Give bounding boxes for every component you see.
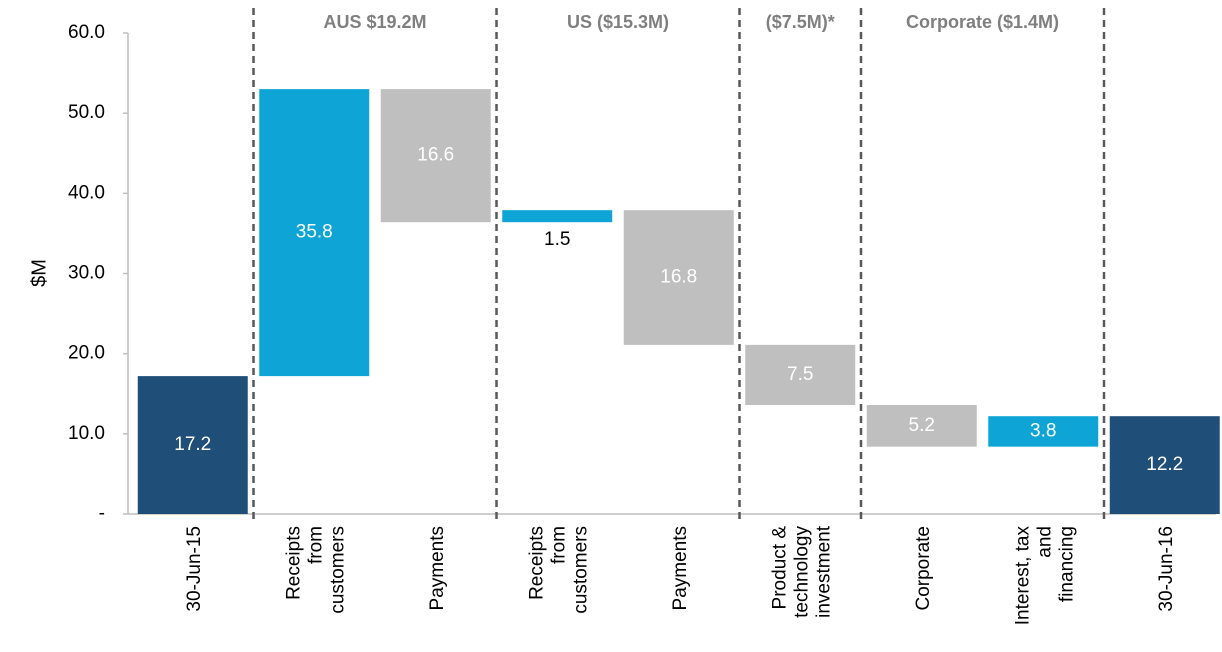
y-tick-label: 10.0 (68, 423, 105, 444)
bar (380, 89, 491, 223)
data-label: 1.5 (544, 229, 570, 250)
data-label: 5.2 (909, 415, 935, 436)
bar (745, 344, 856, 405)
data-label: 16.6 (417, 145, 454, 166)
bar (623, 210, 734, 345)
x-tick-label: Receiptsfromcustomers (283, 526, 348, 614)
bar (866, 404, 977, 447)
x-tick-label: Corporate (913, 526, 934, 611)
group-label: ($7.5M)* (766, 12, 835, 32)
data-label: 35.8 (296, 222, 333, 243)
y-tick-label: 20.0 (68, 343, 105, 364)
y-tick-label: 50.0 (68, 102, 105, 123)
x-tick-label: Interest, taxandfinancing (1012, 526, 1077, 626)
y-axis-label: $M (28, 259, 50, 287)
data-label: 3.8 (1030, 420, 1056, 441)
group-label: US ($15.3M) (567, 12, 669, 32)
bar (502, 210, 613, 223)
group-label: AUS $19.2M (323, 12, 426, 32)
x-tick-label: Product &technologyinvestment (769, 525, 834, 618)
y-tick-label: 30.0 (68, 263, 105, 284)
bar (1109, 416, 1220, 514)
x-tick-label: 30-Jun-15 (184, 526, 205, 612)
y-tick-label: - (99, 503, 105, 524)
bar (988, 416, 1099, 447)
y-tick-label: 40.0 (68, 182, 105, 203)
bar (259, 89, 370, 377)
data-label: 12.2 (1146, 454, 1183, 475)
data-label: 16.8 (660, 267, 697, 288)
bar (137, 376, 248, 514)
x-tick-label: Payments (670, 526, 691, 610)
data-label: 17.2 (174, 434, 211, 455)
data-label: 7.5 (787, 364, 813, 385)
x-tick-label: 30-Jun-16 (1156, 526, 1177, 612)
x-tick-label: Receiptsfromcustomers (526, 526, 591, 614)
group-label: Corporate ($1.4M) (906, 12, 1059, 32)
x-tick-label: Payments (427, 526, 448, 610)
y-tick-label: 60.0 (68, 22, 105, 43)
